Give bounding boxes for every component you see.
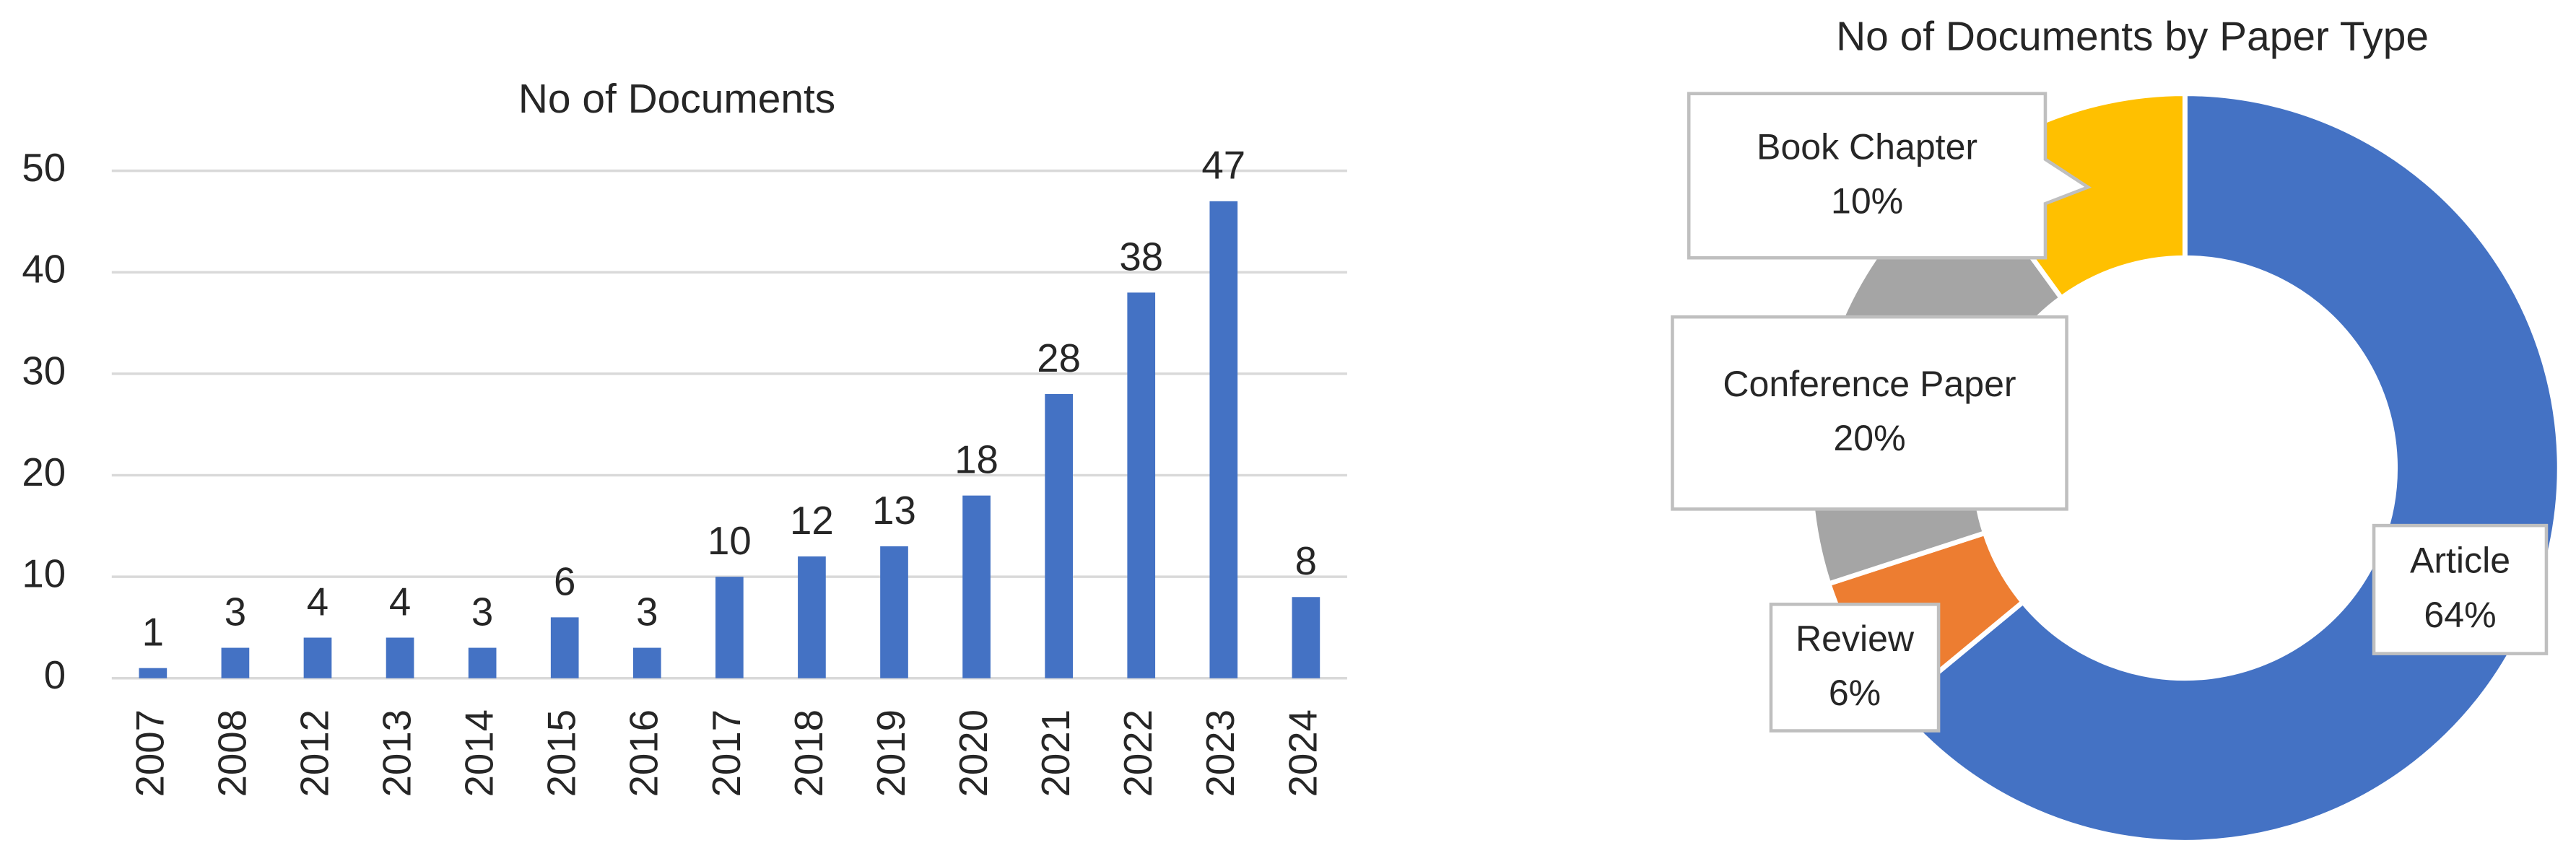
x-tick-label: 2016 — [622, 709, 666, 797]
y-tick-label: 10 — [22, 552, 66, 596]
x-tick-label: 2018 — [787, 709, 831, 797]
bar — [221, 647, 250, 678]
x-tick-label: 2021 — [1034, 709, 1078, 797]
bar — [715, 577, 744, 678]
bar — [303, 637, 332, 678]
value-label: 6% — [1829, 673, 1881, 713]
bar — [468, 647, 497, 678]
value-label: 64% — [2424, 595, 2496, 635]
data-label: 3 — [225, 590, 246, 634]
data-label: 18 — [954, 438, 998, 482]
chart-title: No of Documents by Paper Type — [1836, 14, 2429, 60]
category-label: Conference Paper — [1723, 364, 2016, 404]
category-label: Review — [1796, 619, 1915, 659]
x-tick-label: 2024 — [1281, 709, 1325, 797]
x-tick-label: 2023 — [1198, 709, 1243, 797]
x-tick-label: 2020 — [952, 709, 996, 797]
x-tick-label: 2007 — [128, 709, 172, 797]
x-tick-label: 2008 — [210, 709, 254, 797]
label-box — [2372, 523, 2549, 655]
value-label: 20% — [1833, 418, 1905, 458]
y-tick-label: 20 — [22, 450, 66, 494]
bar — [1127, 292, 1156, 678]
bar — [550, 617, 579, 678]
data-label: 13 — [872, 489, 916, 533]
label-callout — [1687, 92, 2092, 260]
x-tick-label: 2019 — [869, 709, 913, 797]
x-tick-label: 2017 — [705, 709, 749, 797]
bar — [962, 495, 991, 678]
bar — [880, 546, 908, 678]
data-label: 4 — [307, 580, 328, 624]
y-tick-label: 30 — [22, 349, 66, 393]
chart-title: No of Documents — [518, 77, 835, 122]
data-label: 3 — [636, 590, 658, 634]
y-tick-label: 50 — [22, 146, 66, 190]
label-box — [1769, 603, 1941, 733]
data-label: 10 — [708, 519, 752, 563]
bar — [1045, 394, 1073, 678]
data-label: 4 — [389, 580, 411, 624]
category-label: Article — [2410, 541, 2510, 581]
x-tick-label: 2014 — [458, 709, 502, 797]
y-tick-label: 40 — [22, 248, 66, 292]
bar — [139, 668, 167, 678]
label-box — [1671, 315, 2068, 511]
x-tick-label: 2013 — [375, 709, 419, 797]
bar — [632, 647, 661, 678]
x-tick-label: 2022 — [1116, 709, 1160, 797]
x-tick-label: 2012 — [292, 709, 336, 797]
x-tick-label: 2015 — [540, 709, 584, 797]
data-label: 47 — [1201, 144, 1245, 188]
data-label: 6 — [554, 559, 575, 603]
data-label: 12 — [790, 499, 834, 543]
bar — [1292, 597, 1320, 678]
data-label: 38 — [1119, 235, 1163, 279]
value-label: 10% — [1831, 180, 1903, 221]
data-label: 28 — [1037, 336, 1081, 380]
y-tick-label: 0 — [44, 653, 66, 697]
bar — [1209, 201, 1238, 678]
category-label: Book Chapter — [1757, 126, 1977, 167]
data-label: 1 — [142, 611, 164, 655]
data-label: 3 — [471, 590, 493, 634]
bar — [798, 556, 826, 678]
bar — [386, 637, 414, 678]
data-label: 8 — [1295, 539, 1317, 583]
